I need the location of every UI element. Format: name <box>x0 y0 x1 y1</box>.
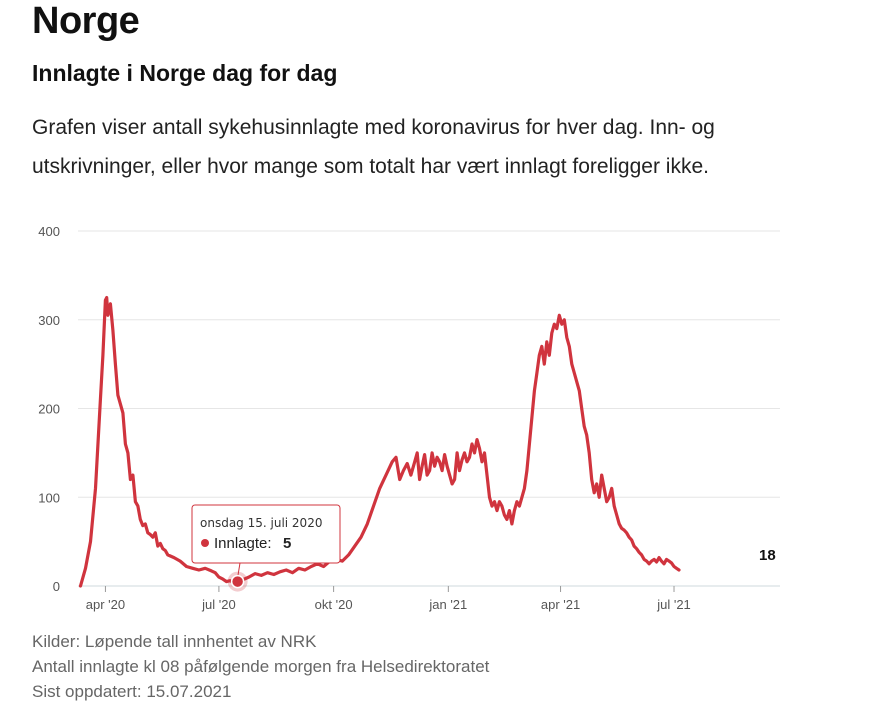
chart-description: Grafen viser antall sykehusinnlagte med … <box>32 116 715 178</box>
x-tick-label: apr '20 <box>86 597 125 612</box>
source-line: Kilder: Løpende tall innhentet av NRK <box>32 632 317 651</box>
grid-lines <box>78 230 780 587</box>
y-tick-label: 300 <box>38 313 60 328</box>
highlight-point <box>230 574 245 589</box>
tooltip-value: 5 <box>283 535 291 552</box>
tooltip-bullet <box>201 539 209 547</box>
x-tick-label: apr '21 <box>541 597 580 612</box>
series-innlagte[interactable] <box>78 296 681 588</box>
tooltip-label: Innlagte: <box>214 535 272 552</box>
hospitalized-line-chart[interactable]: 0 100 200 300 400 apr '20 jul '20 okt '20 jan '… <box>0 0 889 620</box>
source-footer: Kilder: Løpende tall innhentet av NRK An… <box>32 629 489 704</box>
chart-title: Innlagte i Norge dag for dag <box>32 60 338 86</box>
y-axis-ticks: 0 100 200 300 400 <box>38 224 60 594</box>
y-tick-label: 400 <box>38 224 60 239</box>
last-updated: Sist oppdatert: 15.07.2021 <box>32 682 232 701</box>
highlight-marker <box>227 562 248 592</box>
y-tick-label: 0 <box>53 579 60 594</box>
x-tick-label: jan '21 <box>428 597 467 612</box>
source-note: Antall innlagte kl 08 påfølgende morgen … <box>32 657 490 676</box>
tooltip: onsdag 15. juli 2020 Innlagte: 5 <box>191 504 341 564</box>
last-value-label: 18 <box>759 547 776 564</box>
tooltip-box <box>191 504 341 564</box>
x-tick-label: okt '20 <box>315 597 353 612</box>
page-title: Norge <box>32 0 140 42</box>
tooltip-date: onsdag 15. juli 2020 <box>200 516 322 530</box>
y-tick-label: 200 <box>38 402 60 417</box>
x-tick-label: jul '21 <box>656 597 691 612</box>
y-tick-label: 100 <box>38 490 60 505</box>
x-axis: apr '20 jul '20 okt '20 jan '21 apr '21 jul '… <box>86 586 691 612</box>
series-line[interactable] <box>78 296 681 588</box>
x-tick-label: jul '20 <box>201 597 236 612</box>
